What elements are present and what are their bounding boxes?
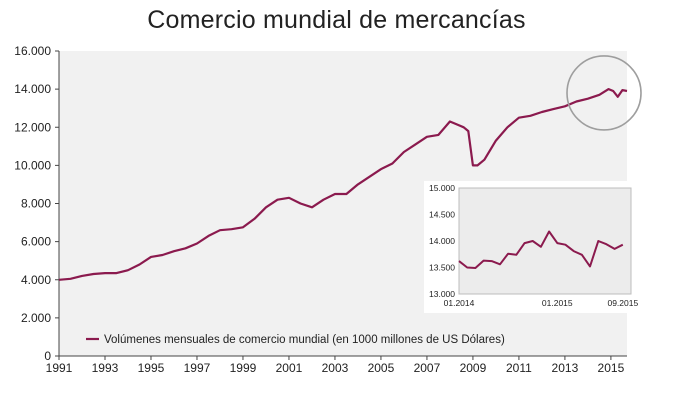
y-tick-label: 6.000 — [21, 235, 51, 249]
legend-label: Volúmenes mensuales de comercio mundial … — [104, 334, 505, 346]
y-tick-label: 4.000 — [21, 273, 51, 287]
y-tick-label: 12.000 — [14, 120, 51, 134]
inset-y-tick-label: 13.000 — [429, 289, 455, 299]
x-tick-label: 2003 — [322, 361, 349, 375]
x-tick-label: 2005 — [368, 361, 395, 375]
x-tick-label: 2001 — [276, 361, 303, 375]
x-tick-label: 1995 — [138, 361, 165, 375]
x-tick-label: 2015 — [598, 361, 625, 375]
y-tick-label: 8.000 — [21, 197, 51, 211]
inset-y-tick-label: 14.500 — [429, 210, 455, 220]
inset-y-tick-label: 15.000 — [429, 183, 455, 193]
highlight-circle — [566, 55, 642, 131]
y-tick-label: 10.000 — [14, 158, 51, 172]
inset-x-tick-label: 09.2015 — [607, 298, 638, 308]
x-tick-label: 2013 — [552, 361, 579, 375]
inset-y-tick-label: 14.000 — [429, 236, 455, 246]
y-tick-label: 14.000 — [14, 82, 51, 96]
series-line — [58, 88, 628, 281]
y-tick-label: 0 — [44, 349, 51, 363]
inset-x-tick-label: 01.2015 — [542, 298, 573, 308]
y-tick-label: 2.000 — [21, 311, 51, 325]
x-tick-label: 1999 — [230, 361, 257, 375]
x-tick-label: 1991 — [46, 361, 73, 375]
inset-y-tick-label: 13.500 — [429, 263, 455, 273]
inset-series-line — [458, 230, 624, 269]
x-tick-label: 2011 — [506, 361, 532, 375]
inset-x-tick-label: 01.2014 — [444, 298, 475, 308]
y-tick-label: 16.000 — [14, 44, 51, 58]
x-tick-label: 1993 — [92, 361, 119, 375]
x-tick-label: 2007 — [414, 361, 441, 375]
chart-title: Comercio mundial de mercancías — [147, 6, 526, 34]
x-tick-label: 1997 — [184, 361, 211, 375]
x-tick-label: 2009 — [460, 361, 487, 375]
